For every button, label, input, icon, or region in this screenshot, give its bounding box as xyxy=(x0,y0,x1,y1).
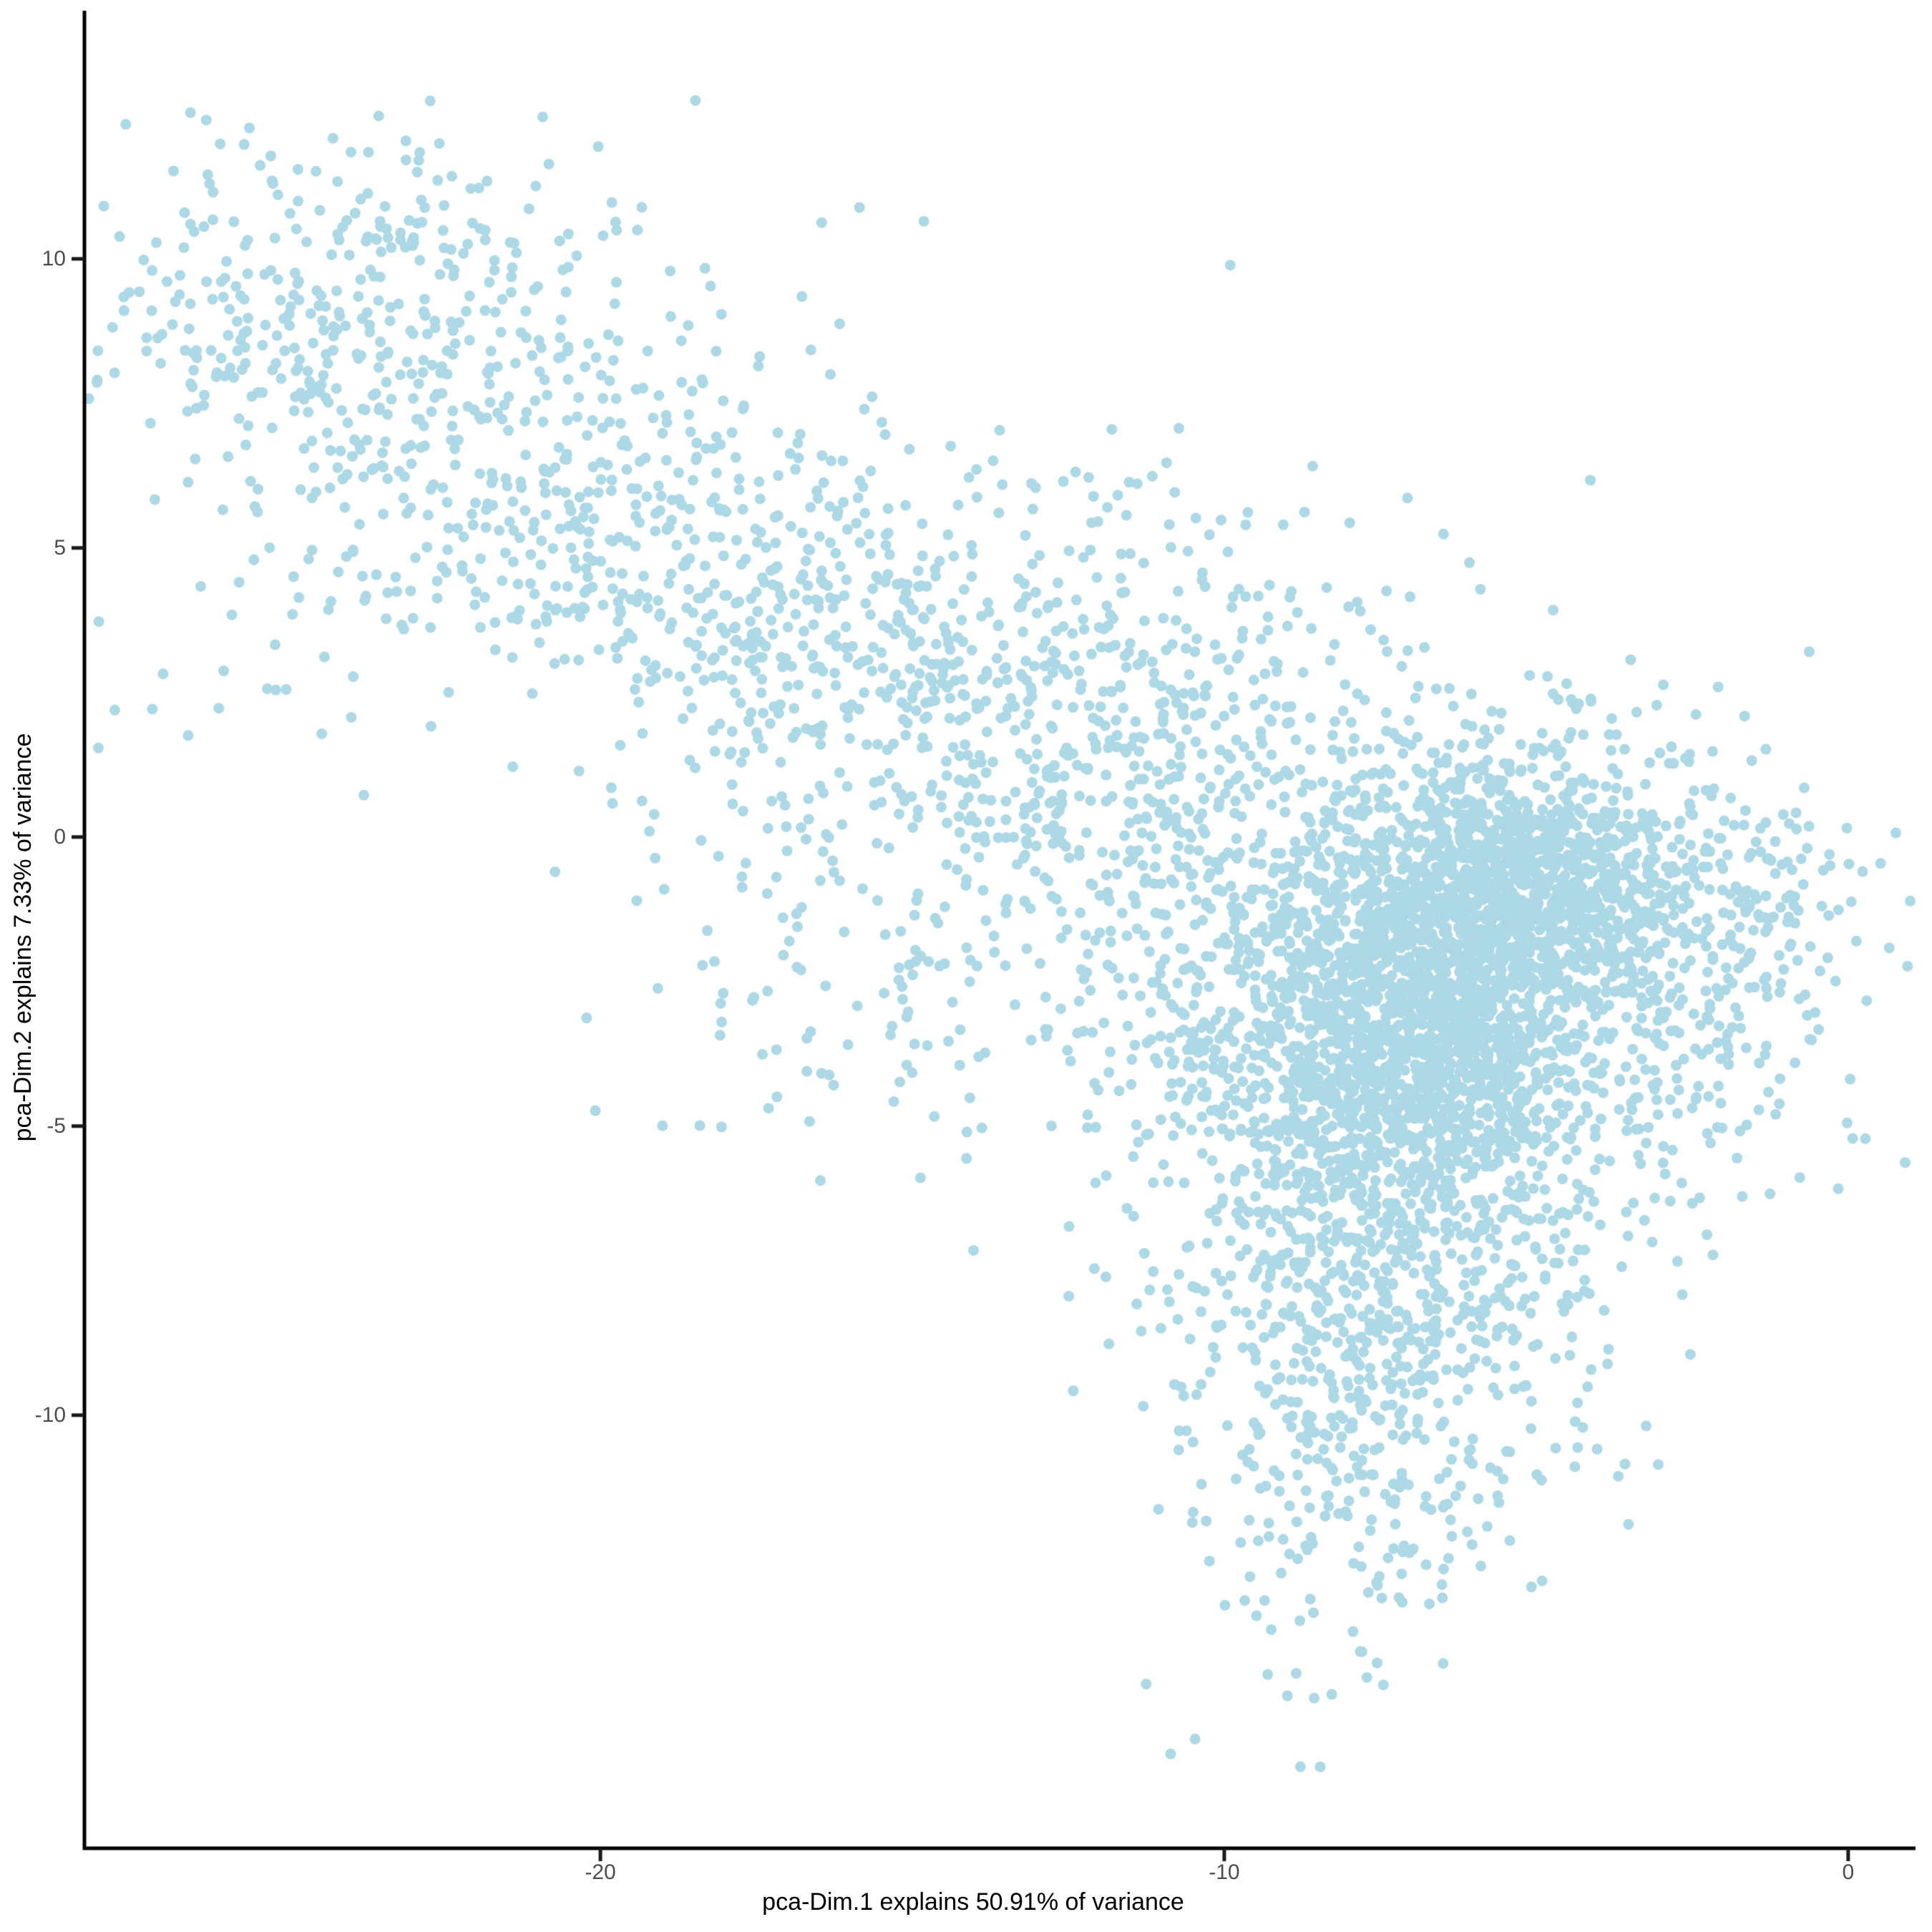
x-axis-title: pca-Dim.1 explains 50.91% of variance xyxy=(762,1888,1184,1916)
x-tick-label: -10 xyxy=(1209,1860,1240,1884)
y-tick-label: 5 xyxy=(54,535,66,560)
x-tick-label: -20 xyxy=(585,1860,616,1884)
y-tick-label: -10 xyxy=(34,1402,66,1427)
y-tick-label: 0 xyxy=(54,824,66,849)
y-tick-label: 10 xyxy=(42,246,66,270)
y-axis-title: pca-Dim.2 explains 7.33% of variance xyxy=(9,733,36,1142)
y-tick-label: -5 xyxy=(47,1113,66,1138)
x-tick-label: 0 xyxy=(1842,1860,1855,1884)
